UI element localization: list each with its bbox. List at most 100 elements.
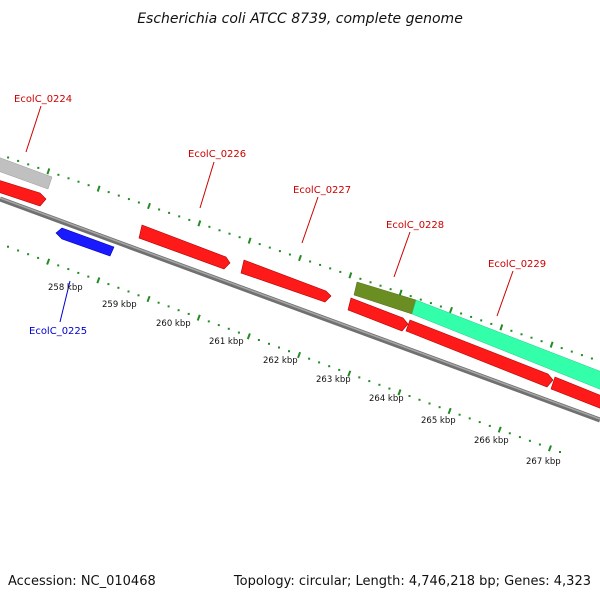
gc-dot (117, 194, 120, 197)
scale-label: 264 kbp (369, 394, 404, 404)
gc-dot (338, 368, 341, 371)
gc-dot (77, 271, 80, 274)
gc-tick (348, 272, 353, 279)
gc-dot (329, 267, 332, 270)
gene-arrow-ecolc-0226 (138, 224, 231, 270)
gene-arrow-ecolc-0227 (240, 259, 332, 303)
gene-label-ecolc-0227: EcolC_0227 (293, 185, 351, 196)
gc-dot (57, 173, 60, 176)
scale-label: 261 kbp (209, 337, 244, 347)
gc-dot (167, 305, 170, 308)
feature-bars (0, 157, 600, 390)
map-title: Escherichia coli ATCC 8739, complete gen… (137, 11, 463, 27)
gc-dot (438, 406, 441, 409)
gc-dot (87, 184, 90, 187)
gc-dot (328, 365, 331, 368)
gc-dot (27, 163, 30, 166)
gc-dot (157, 301, 160, 304)
gc-dot (168, 211, 171, 214)
gc-dot (439, 305, 442, 308)
gc-dot (389, 288, 392, 291)
gc-dot (418, 398, 421, 401)
gc-dot (37, 166, 40, 169)
gc-dot (590, 357, 593, 360)
gc-dot (470, 315, 473, 318)
gene-arrow-ecolc-0224 (0, 180, 47, 207)
gc-tick (246, 333, 251, 340)
scale-label: 267 kbp (526, 457, 561, 467)
gc-tick (549, 341, 554, 348)
gc-track-outer (7, 156, 593, 360)
gc-tick (46, 258, 51, 265)
leader-line-ecolc-0225 (59, 280, 71, 323)
gc-dot (158, 208, 161, 211)
scale-label: 258 kbp (48, 283, 83, 293)
gene-label-ecolc-0228: EcolC_0228 (386, 220, 444, 231)
gc-dot (368, 380, 371, 383)
gc-dot (188, 218, 191, 221)
gc-dot (530, 336, 533, 339)
gc-dot (67, 268, 70, 271)
gc-dot (268, 342, 270, 345)
gc-tick (297, 351, 302, 359)
gc-tick (547, 445, 552, 452)
gc-dot (339, 270, 342, 273)
gc-dot (369, 281, 372, 284)
scale-label: 259 kbp (102, 300, 137, 310)
gc-dot (278, 250, 281, 253)
gc-dot (560, 347, 563, 350)
gc-tick (298, 254, 302, 262)
gc-dot (309, 260, 312, 263)
gc-tick (196, 314, 201, 321)
gc-track-inner (7, 245, 561, 453)
topology-text: Topology: circular; Length: 4,746,218 bp… (233, 574, 591, 589)
gc-tick (449, 306, 453, 314)
scale-label: 262 kbp (263, 356, 298, 366)
gc-dot (127, 290, 130, 293)
gc-dot (378, 383, 381, 386)
gc-dot (379, 284, 382, 287)
gc-dot (319, 263, 322, 266)
leader-line-ecolc-0228 (393, 231, 411, 278)
gc-dot (27, 253, 30, 256)
gc-dot (218, 229, 221, 232)
genome-backbone (0, 196, 600, 423)
gc-dot (117, 286, 120, 289)
gc-dot (7, 245, 9, 248)
scale-label: 263 kbp (316, 375, 351, 385)
gc-dot (187, 312, 190, 315)
gc-dot (458, 413, 461, 416)
gc-dot (7, 156, 10, 159)
gene-arrow-ecolc-0229 (405, 319, 554, 388)
gc-tick (247, 237, 252, 244)
gc-dot (17, 249, 20, 252)
gc-dot (177, 309, 180, 312)
gc-dot (388, 387, 391, 390)
leader-line-ecolc-0226 (199, 161, 215, 209)
gc-dot (37, 256, 40, 259)
gc-tick (197, 220, 202, 227)
scale-label: 265 kbp (421, 416, 456, 426)
gene-label-ecolc-0224: EcolC_0224 (14, 94, 72, 105)
gene-arrow-ecolc-0228 (347, 297, 409, 332)
gc-dot (308, 357, 311, 360)
gc-dot (227, 327, 230, 330)
gene-labels: EcolC_0224 EcolC_0225 EcolC_0226 EcolC_0… (14, 94, 546, 337)
gc-dot (488, 424, 491, 427)
gene-arrow-ecolc-0225 (55, 227, 115, 257)
gene-arrow-next (550, 376, 600, 409)
gc-dot (468, 417, 471, 420)
gc-dot (268, 246, 271, 249)
gc-dot (460, 312, 463, 315)
gene-label-ecolc-0225: EcolC_0225 (29, 326, 87, 337)
gc-dot (237, 331, 240, 334)
gc-dot (208, 225, 211, 228)
leader-line-ecolc-0224 (25, 105, 42, 153)
gc-dot (107, 191, 110, 194)
gc-dot (540, 340, 543, 343)
gc-tick (96, 185, 101, 192)
gc-dot (478, 421, 481, 424)
gene-arrows (0, 180, 600, 409)
gc-dot (570, 350, 573, 353)
